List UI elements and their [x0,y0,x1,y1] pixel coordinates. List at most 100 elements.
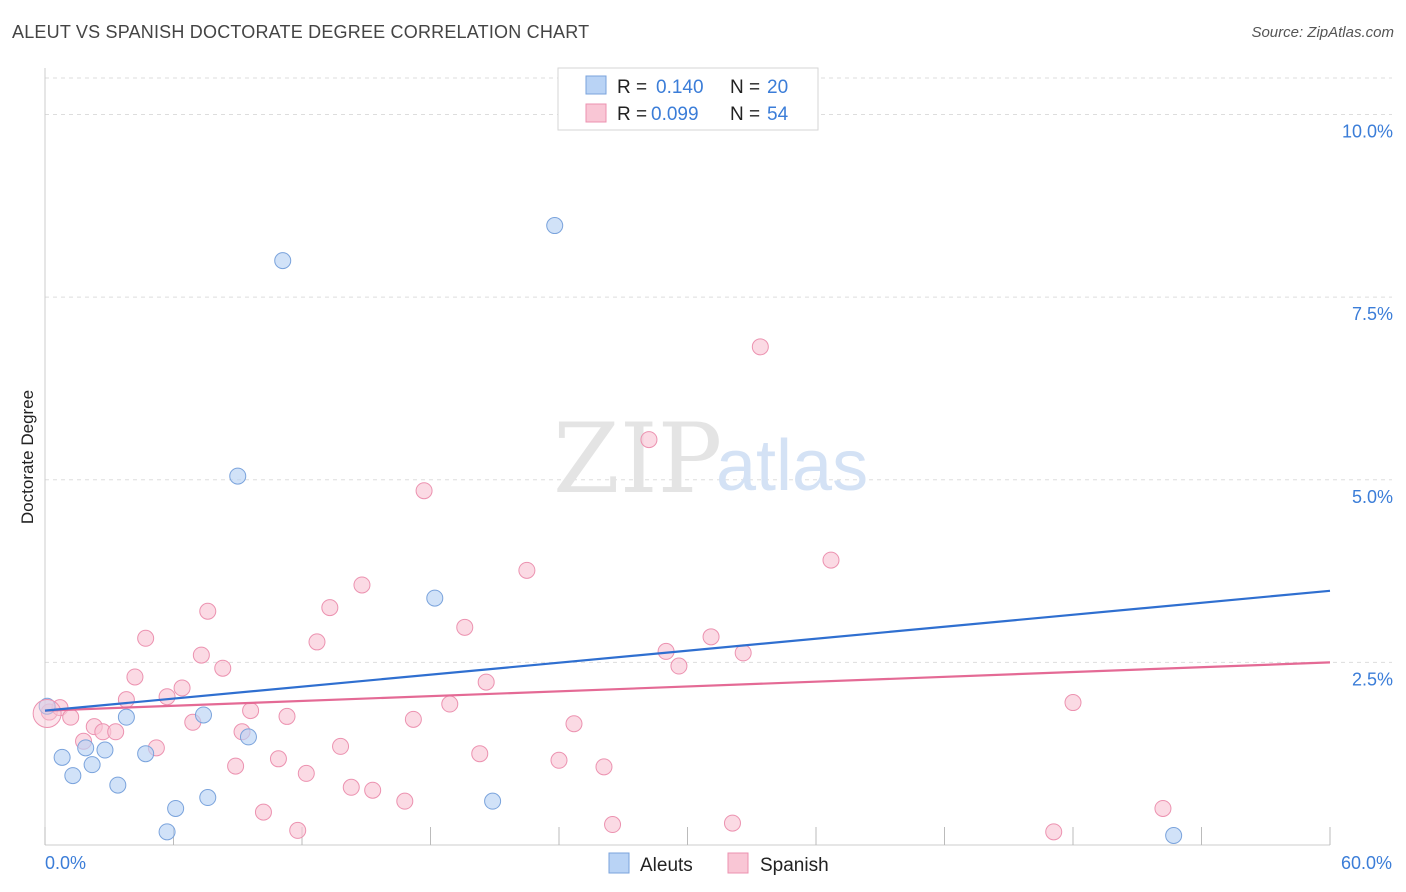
spanish-point [269,750,287,768]
grid-lines [45,77,1392,663]
spanish-point [158,688,176,706]
spanish-point [415,482,433,500]
tick-labels: 2.5% 5.0% 7.5% 10.0% 0.0% 60.0% [45,122,1393,873]
spanish-point [595,758,613,776]
spanish-point [822,551,840,569]
y-axis-label: Doctorate Degree [18,390,37,524]
legend-spanish-r-value: 0.099 [651,104,699,125]
x-tick-label: 0.0% [45,853,86,873]
spanish-point [404,710,422,728]
spanish-trend-line [44,661,1331,712]
spanish-point [173,679,191,697]
spanish-point [137,629,155,647]
aleut-point [83,756,101,774]
spanish-point [332,737,350,755]
legend-bottom-aleut-label: Aleuts [640,855,693,876]
spanish-point [242,702,260,720]
watermark: ZIP atlas [553,403,868,515]
spanish-point [604,816,622,834]
spanish-point [1045,823,1063,841]
spanish-point [308,633,326,651]
aleut-point [158,823,176,841]
spanish-point [456,618,474,636]
spanish-point [477,673,495,691]
legend-series: Aleuts Spanish [608,852,829,876]
chart-title: ALEUT VS SPANISH DOCTORATE DEGREE CORREL… [12,22,590,42]
spanish-point [117,691,135,709]
spanish-point [192,646,210,664]
aleut-trend-line [44,589,1331,712]
x-tick-label: 60.0% [1341,853,1392,873]
spanish-point [1064,694,1082,712]
aleut-point [53,748,71,766]
spanish-point [227,757,245,775]
legend-spanish-n-label: N = [730,104,760,125]
aleut-point [194,706,212,724]
legend-aleut-n-label: N = [730,77,760,98]
spanish-point [199,602,217,620]
aleut-point [117,708,135,726]
spanish-point [670,657,688,675]
legend-spanish-swatch [585,103,607,123]
aleut-point [484,792,502,810]
data-points [32,217,1183,845]
spanish-point [471,745,489,763]
spanish-point [702,628,720,646]
spanish-point [214,659,232,677]
legend-aleut-swatch [585,75,607,95]
spanish-point [342,778,360,796]
spanish-point [396,792,414,810]
aleut-point [546,217,564,235]
aleut-point [199,789,217,807]
spanish-point [723,814,741,832]
spanish-point [289,821,307,839]
watermark-atlas: atlas [716,426,868,506]
aleut-point [77,739,95,757]
aleut-point [167,799,185,817]
spanish-point [640,431,658,449]
spanish-point [62,708,80,726]
legend-aleut-r-label: R = [617,77,647,98]
aleut-point [109,776,127,794]
spanish-point [126,668,144,686]
spanish-point [565,715,583,733]
source-label: Source: ZipAtlas.com [1251,24,1394,41]
aleut-point [1165,827,1183,845]
spanish-point [441,695,459,713]
legend-aleut-n-value: 20 [767,77,788,98]
spanish-point [364,781,382,799]
legend-bottom-spanish-swatch [727,852,749,874]
legend-spanish-n-value: 54 [767,104,789,125]
y-tick-label: 2.5% [1352,669,1393,689]
legend-bottom-spanish-label: Spanish [760,855,829,876]
y-tick-label: 7.5% [1352,304,1393,324]
aleut-point [274,252,292,270]
spanish-point [32,699,62,729]
y-tick-label: 5.0% [1352,487,1393,507]
spanish-point [518,561,536,579]
y-tick-label: 10.0% [1342,122,1393,142]
aleut-point [426,589,444,607]
spanish-point [321,599,339,617]
watermark-zip: ZIP [553,403,722,515]
spanish-point [550,751,568,769]
trend-lines [44,589,1331,712]
spanish-point [734,644,752,662]
aleut-point [96,741,114,759]
aleut-point [239,728,257,746]
aleut-point [137,745,155,763]
legend-spanish-r-label: R = [617,104,647,125]
spanish-point [1154,799,1172,817]
legend-bottom-aleut-swatch [608,852,630,874]
aleut-point [229,467,247,485]
spanish-point [297,764,315,782]
spanish-point [278,707,296,725]
aleut-point [64,767,82,785]
spanish-point [353,576,371,594]
legend-stats: R = 0.140 N = 20 R = 0.099 N = 54 [557,67,819,131]
spanish-point [254,803,272,821]
spanish-point [107,723,125,741]
legend-aleut-r-value: 0.140 [656,77,704,98]
spanish-point [751,338,769,356]
